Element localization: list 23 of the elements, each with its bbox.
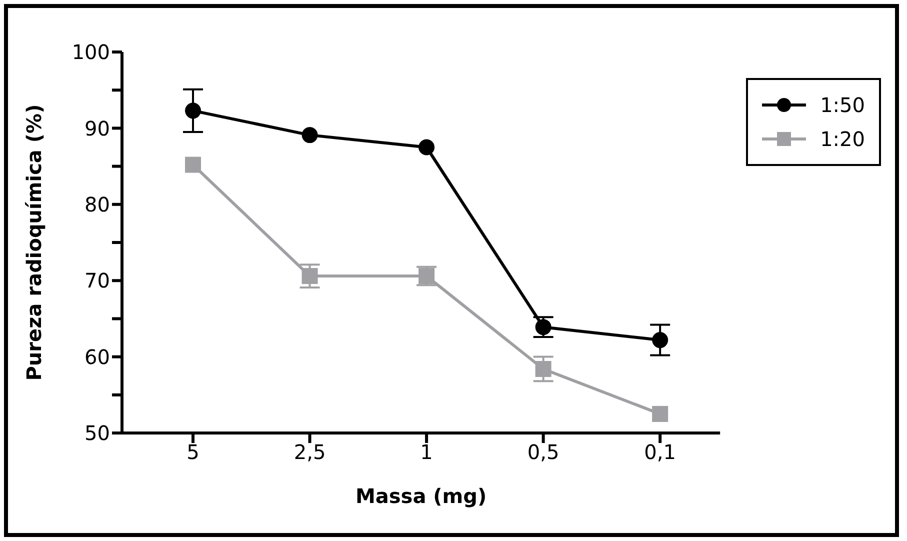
point	[302, 127, 318, 144]
x-tick-label: 1	[420, 440, 433, 464]
legend-label: 1:20	[820, 127, 865, 151]
legend-label: 1:50	[820, 93, 865, 117]
point	[185, 156, 201, 173]
point	[652, 332, 668, 348]
point	[185, 102, 201, 119]
y-axis-title: Pureza radioquímica (%)	[22, 104, 46, 381]
point	[652, 406, 668, 422]
y-tick-label: 80	[84, 192, 110, 216]
x-tick-label: 0,5	[527, 440, 560, 464]
point	[302, 268, 318, 284]
x-axis-title: Massa (mg)	[355, 484, 487, 508]
y-tick-label: 60	[84, 344, 110, 369]
y-tick-label: 70	[84, 268, 110, 293]
x-tick-label: 0,1	[644, 440, 676, 464]
point	[418, 139, 435, 156]
x-tick-label: 5	[186, 440, 200, 464]
y-tick-label: 90	[84, 116, 110, 140]
y-tick-label: 50	[84, 421, 110, 446]
point	[535, 360, 552, 377]
x-tick-label: 2,5	[294, 440, 326, 464]
y-tick-label: 100	[72, 40, 110, 64]
